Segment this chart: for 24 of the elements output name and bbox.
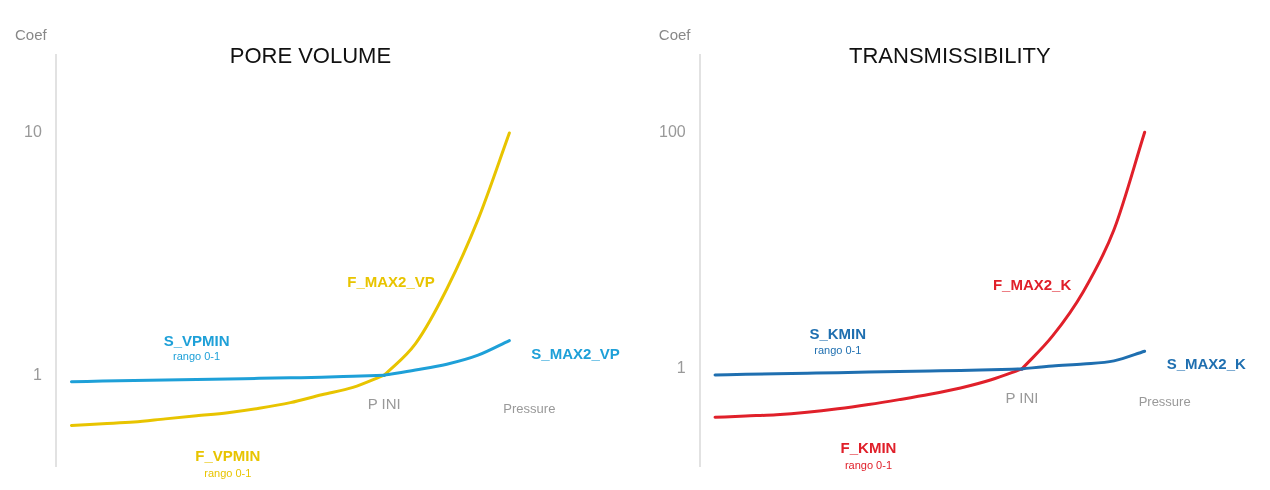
series-label: F_MAX2_VP [347,273,435,291]
annotation: P INI [1005,389,1039,407]
text: S_KMIN [809,324,867,342]
series-label: F_MAX2_K [992,275,1072,293]
annotation: rango 0-1 [173,350,221,363]
y-tick-label: 100 [658,122,686,140]
y-axis-title: Coef [658,26,692,44]
x-axis-title: Pressure [503,400,556,416]
y-tick-label: 1 [32,365,42,383]
annotation: rango 0-1 [814,343,862,356]
series-label: S_MAX2_VP [531,344,620,362]
annotation: rango 0-1 [844,458,893,471]
annotation: rango 0-1 [204,466,252,479]
chart-title: PORE VOLUME [229,43,392,69]
x-axis-title: Pressure [1138,394,1191,410]
series-label: S_MAX2_K [1166,355,1247,373]
chart-title: TRANSMISSIBILITY [848,43,1052,69]
annotation: P INI [367,395,401,413]
text: S_VPMIN [163,331,230,349]
text: F_VPMIN [195,446,261,464]
y-axis-title: Coef [14,26,48,44]
series-label: F_KMIN [840,438,897,456]
y-tick-label: 1 [676,359,686,377]
y-tick-label: 10 [24,123,42,141]
